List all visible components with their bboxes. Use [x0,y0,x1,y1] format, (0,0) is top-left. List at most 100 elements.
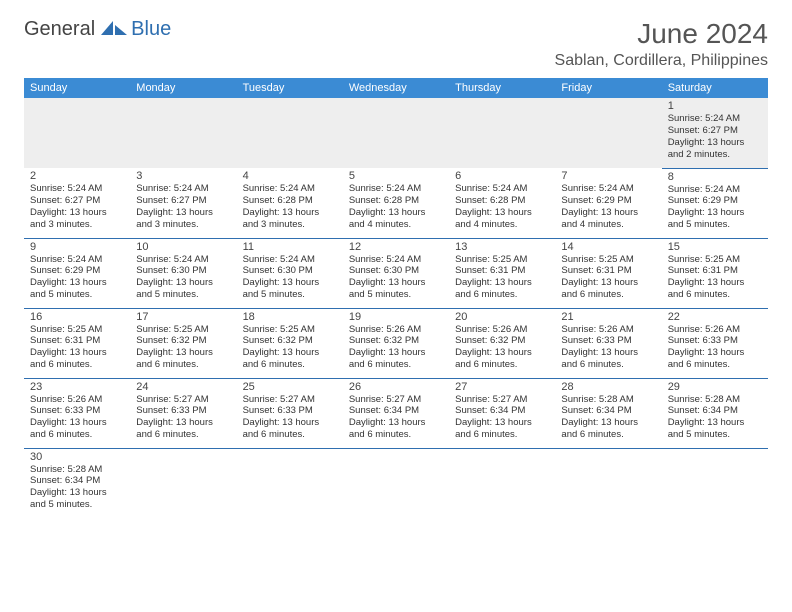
day-info: Sunrise: 5:28 AMSunset: 6:34 PMDaylight:… [561,394,655,442]
day-number: 20 [455,311,549,323]
calendar-row: 1Sunrise: 5:24 AMSunset: 6:27 PMDaylight… [24,98,768,168]
day-info: Sunrise: 5:27 AMSunset: 6:34 PMDaylight:… [455,394,549,442]
calendar-row: 16Sunrise: 5:25 AMSunset: 6:31 PMDayligh… [24,308,768,378]
calendar-cell [343,448,449,518]
day-info: Sunrise: 5:25 AMSunset: 6:31 PMDaylight:… [668,254,762,302]
col-monday: Monday [130,78,236,98]
calendar-cell [237,98,343,168]
col-tuesday: Tuesday [237,78,343,98]
day-number: 18 [243,311,337,323]
day-info: Sunrise: 5:26 AMSunset: 6:33 PMDaylight:… [668,324,762,372]
day-number: 10 [136,241,230,253]
calendar-cell [662,448,768,518]
calendar-cell: 10Sunrise: 5:24 AMSunset: 6:30 PMDayligh… [130,238,236,308]
day-info: Sunrise: 5:25 AMSunset: 6:31 PMDaylight:… [30,324,124,372]
day-info: Sunrise: 5:24 AMSunset: 6:28 PMDaylight:… [243,183,337,231]
day-number: 24 [136,381,230,393]
location: Sablan, Cordillera, Philippines [555,52,768,70]
calendar-row: 2Sunrise: 5:24 AMSunset: 6:27 PMDaylight… [24,168,768,238]
day-number: 9 [30,241,124,253]
calendar-cell: 11Sunrise: 5:24 AMSunset: 6:30 PMDayligh… [237,238,343,308]
day-number: 5 [349,170,443,182]
calendar-cell: 21Sunrise: 5:26 AMSunset: 6:33 PMDayligh… [555,308,661,378]
calendar-cell [24,98,130,168]
day-info: Sunrise: 5:26 AMSunset: 6:32 PMDaylight:… [349,324,443,372]
calendar-cell: 2Sunrise: 5:24 AMSunset: 6:27 PMDaylight… [24,168,130,238]
day-info: Sunrise: 5:24 AMSunset: 6:30 PMDaylight:… [243,254,337,302]
col-thursday: Thursday [449,78,555,98]
day-info: Sunrise: 5:24 AMSunset: 6:29 PMDaylight:… [561,183,655,231]
calendar-cell: 12Sunrise: 5:24 AMSunset: 6:30 PMDayligh… [343,238,449,308]
calendar-cell [237,448,343,518]
calendar-cell: 22Sunrise: 5:26 AMSunset: 6:33 PMDayligh… [662,308,768,378]
day-info: Sunrise: 5:25 AMSunset: 6:32 PMDaylight:… [243,324,337,372]
calendar-cell: 6Sunrise: 5:24 AMSunset: 6:28 PMDaylight… [449,168,555,238]
day-info: Sunrise: 5:27 AMSunset: 6:33 PMDaylight:… [243,394,337,442]
calendar-cell: 30Sunrise: 5:28 AMSunset: 6:34 PMDayligh… [24,448,130,518]
calendar-cell: 29Sunrise: 5:28 AMSunset: 6:34 PMDayligh… [662,378,768,448]
calendar-row: 9Sunrise: 5:24 AMSunset: 6:29 PMDaylight… [24,238,768,308]
day-number: 19 [349,311,443,323]
col-wednesday: Wednesday [343,78,449,98]
day-number: 17 [136,311,230,323]
calendar-cell [449,448,555,518]
day-number: 16 [30,311,124,323]
day-number: 3 [136,170,230,182]
calendar-cell: 9Sunrise: 5:24 AMSunset: 6:29 PMDaylight… [24,238,130,308]
calendar-cell: 14Sunrise: 5:25 AMSunset: 6:31 PMDayligh… [555,238,661,308]
month-title: June 2024 [555,18,768,50]
calendar-cell: 1Sunrise: 5:24 AMSunset: 6:27 PMDaylight… [662,98,768,168]
calendar-cell: 27Sunrise: 5:27 AMSunset: 6:34 PMDayligh… [449,378,555,448]
day-info: Sunrise: 5:24 AMSunset: 6:30 PMDaylight:… [349,254,443,302]
calendar-cell [449,98,555,168]
day-info: Sunrise: 5:25 AMSunset: 6:31 PMDaylight:… [561,254,655,302]
day-info: Sunrise: 5:24 AMSunset: 6:30 PMDaylight:… [136,254,230,302]
day-info: Sunrise: 5:24 AMSunset: 6:27 PMDaylight:… [136,183,230,231]
day-info: Sunrise: 5:24 AMSunset: 6:28 PMDaylight:… [349,183,443,231]
calendar-cell: 15Sunrise: 5:25 AMSunset: 6:31 PMDayligh… [662,238,768,308]
day-number: 29 [668,381,762,393]
calendar-cell: 19Sunrise: 5:26 AMSunset: 6:32 PMDayligh… [343,308,449,378]
day-info: Sunrise: 5:26 AMSunset: 6:33 PMDaylight:… [30,394,124,442]
calendar-cell: 23Sunrise: 5:26 AMSunset: 6:33 PMDayligh… [24,378,130,448]
day-info: Sunrise: 5:28 AMSunset: 6:34 PMDaylight:… [668,394,762,442]
day-number: 30 [30,451,124,463]
day-info: Sunrise: 5:27 AMSunset: 6:33 PMDaylight:… [136,394,230,442]
logo-text-general: General [24,18,95,41]
calendar-cell [130,98,236,168]
calendar-cell: 20Sunrise: 5:26 AMSunset: 6:32 PMDayligh… [449,308,555,378]
calendar-cell: 17Sunrise: 5:25 AMSunset: 6:32 PMDayligh… [130,308,236,378]
day-info: Sunrise: 5:24 AMSunset: 6:27 PMDaylight:… [30,183,124,231]
logo: General Blue [24,18,171,41]
day-number: 8 [668,171,762,183]
calendar-cell: 7Sunrise: 5:24 AMSunset: 6:29 PMDaylight… [555,168,661,238]
day-number: 21 [561,311,655,323]
calendar-table: Sunday Monday Tuesday Wednesday Thursday… [24,78,768,518]
day-info: Sunrise: 5:27 AMSunset: 6:34 PMDaylight:… [349,394,443,442]
day-info: Sunrise: 5:26 AMSunset: 6:32 PMDaylight:… [455,324,549,372]
logo-text-blue: Blue [131,18,171,41]
day-number: 25 [243,381,337,393]
col-saturday: Saturday [662,78,768,98]
calendar-cell: 4Sunrise: 5:24 AMSunset: 6:28 PMDaylight… [237,168,343,238]
day-number: 26 [349,381,443,393]
calendar-cell: 16Sunrise: 5:25 AMSunset: 6:31 PMDayligh… [24,308,130,378]
day-number: 27 [455,381,549,393]
day-info: Sunrise: 5:24 AMSunset: 6:28 PMDaylight:… [455,183,549,231]
calendar-cell: 28Sunrise: 5:28 AMSunset: 6:34 PMDayligh… [555,378,661,448]
sail-icon [101,19,129,40]
day-number: 6 [455,170,549,182]
col-sunday: Sunday [24,78,130,98]
header-row: Sunday Monday Tuesday Wednesday Thursday… [24,78,768,98]
day-number: 7 [561,170,655,182]
day-number: 14 [561,241,655,253]
calendar-cell [555,448,661,518]
day-info: Sunrise: 5:24 AMSunset: 6:29 PMDaylight:… [668,184,762,232]
calendar-cell [343,98,449,168]
calendar-cell: 8Sunrise: 5:24 AMSunset: 6:29 PMDaylight… [662,168,768,238]
day-number: 11 [243,241,337,253]
day-info: Sunrise: 5:24 AMSunset: 6:29 PMDaylight:… [30,254,124,302]
day-number: 1 [668,100,762,112]
day-number: 4 [243,170,337,182]
calendar-row: 30Sunrise: 5:28 AMSunset: 6:34 PMDayligh… [24,448,768,518]
